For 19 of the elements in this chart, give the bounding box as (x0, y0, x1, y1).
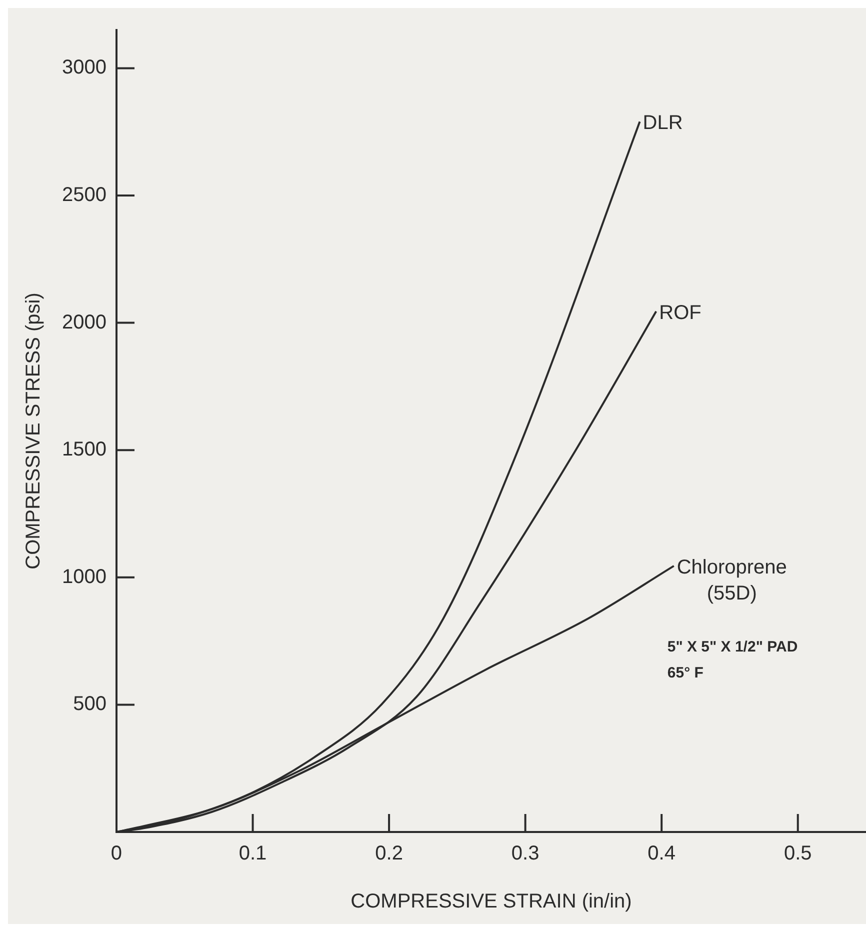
annotation: 65° F (667, 664, 704, 682)
series-label: Chloroprene (55D) (676, 556, 787, 604)
annotation: 5" X 5" X 1/2" PAD (667, 638, 798, 656)
y-tick-label: 3000 (62, 56, 106, 79)
y-tick-label: 500 (73, 693, 106, 716)
x-tick-label: 0 (110, 842, 122, 865)
x-tick-label: 0.5 (784, 842, 812, 865)
series-label: ROF (659, 302, 702, 324)
y-axis-title: COMPRESSIVE STRESS (psi) (22, 292, 45, 570)
x-tick-label: 0.3 (511, 842, 540, 865)
y-tick-label: 2500 (62, 184, 106, 206)
y-tick-label: 1000 (62, 566, 106, 588)
x-tick-label: 0.1 (238, 842, 267, 865)
y-tick-label: 1500 (62, 438, 106, 461)
series-label: DLR (642, 112, 683, 134)
x-tick-label: 0.4 (648, 842, 676, 865)
y-tick-label: 2000 (62, 311, 106, 334)
x-axis-title: COMPRESSIVE STRAIN (in/in) (350, 890, 632, 913)
x-tick-label: 0.2 (375, 842, 403, 865)
